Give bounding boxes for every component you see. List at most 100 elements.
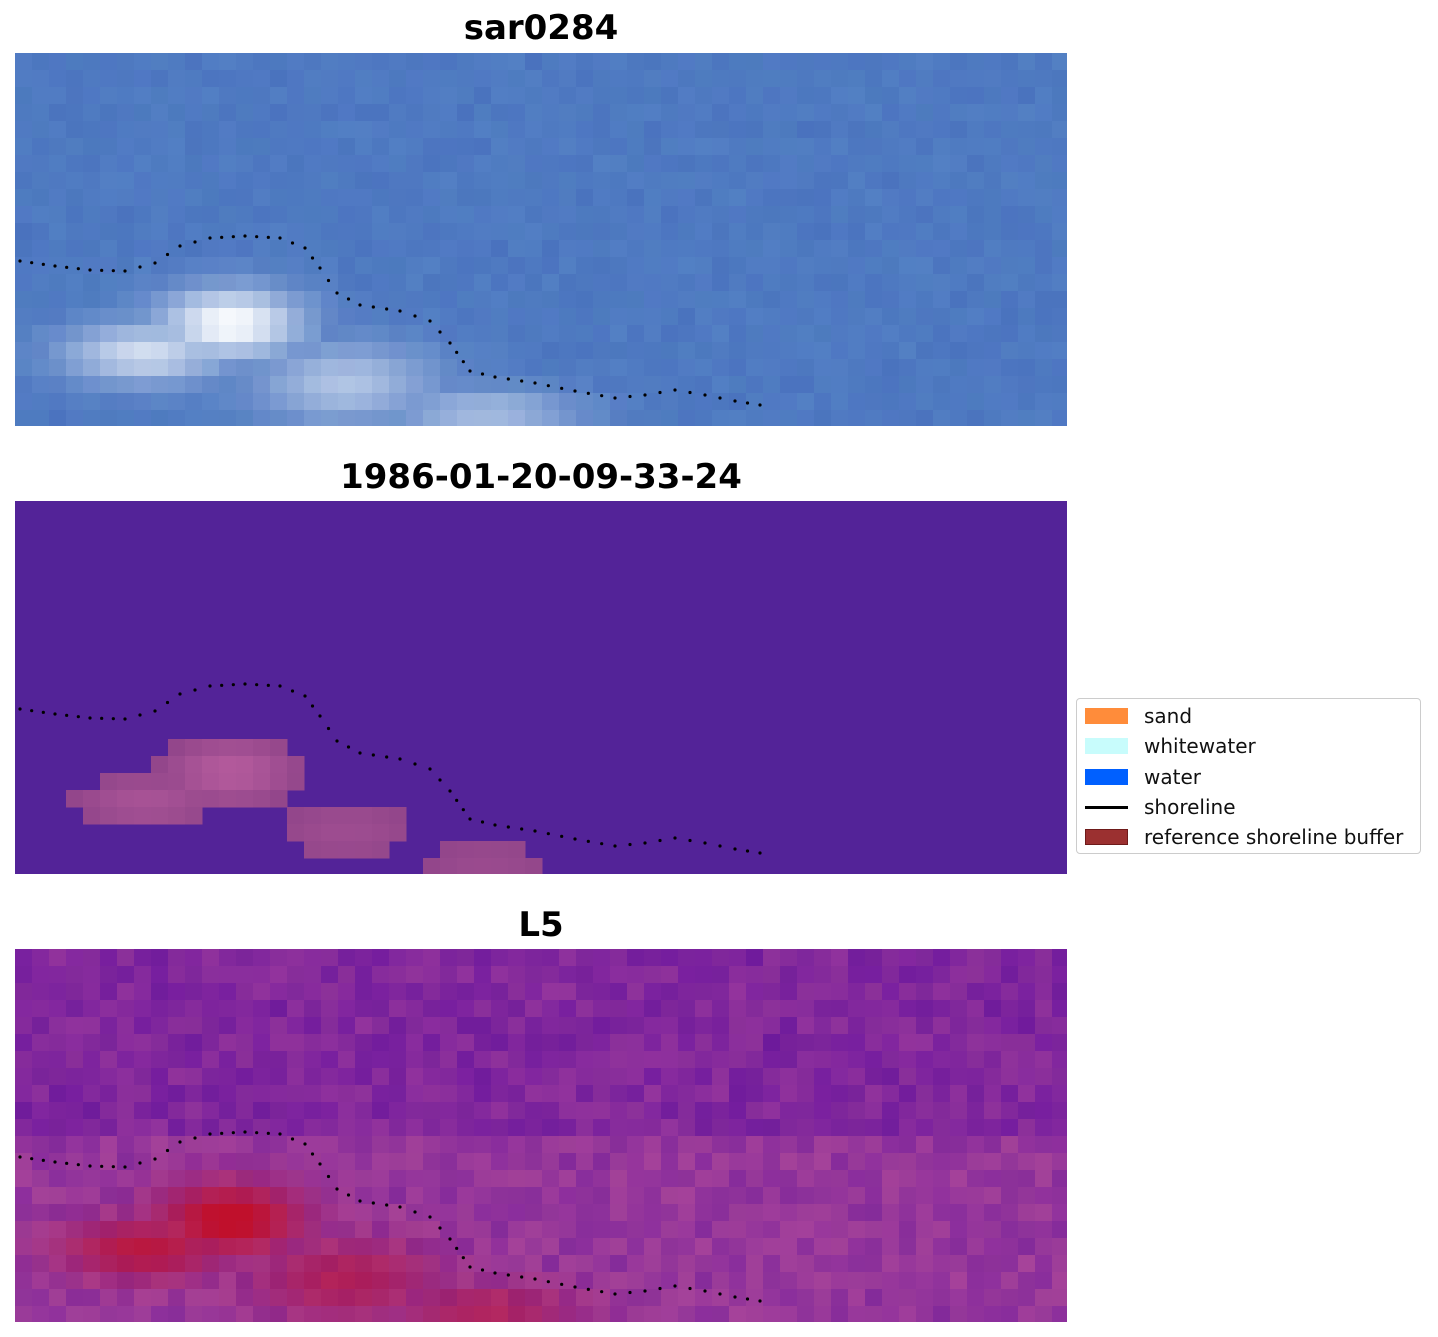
rgb-pixel	[576, 410, 594, 426]
rgb-pixel	[66, 274, 84, 292]
index-pixel	[389, 1051, 407, 1069]
shoreline-point	[468, 369, 472, 373]
shoreline-point	[346, 745, 351, 749]
rgb-pixel	[1001, 359, 1019, 377]
rgb-pixel	[474, 172, 492, 190]
index-pixel	[593, 1068, 611, 1086]
rgb-pixel	[474, 138, 492, 156]
index-pixel	[15, 1068, 33, 1086]
shoreline-point	[335, 739, 339, 743]
index-pixel	[117, 1017, 135, 1035]
rgb-pixel	[678, 359, 696, 377]
index-pixel	[253, 1017, 271, 1035]
rgb-pixel	[1052, 172, 1067, 190]
index-pixel	[763, 1170, 781, 1188]
shoreline-point	[165, 252, 170, 257]
rgb-pixel	[236, 138, 254, 156]
index-pixel	[440, 1034, 458, 1052]
rgb-pixel	[933, 257, 951, 275]
index-pixel	[933, 1170, 951, 1188]
index-pixel	[253, 1204, 271, 1222]
index-pixel	[576, 1102, 594, 1120]
legend-label-shoreline: shoreline	[1144, 795, 1236, 819]
rgb-pixel	[899, 70, 917, 88]
index-pixel	[814, 1170, 832, 1188]
index-pixel	[236, 1204, 254, 1222]
rgb-pixel	[644, 274, 662, 292]
index-pixel	[1052, 966, 1067, 984]
rgb-pixel	[389, 53, 407, 71]
rgb-pixel	[559, 104, 577, 122]
index-pixel	[882, 949, 900, 967]
rgb-pixel	[406, 172, 424, 190]
rgb-pixel	[508, 172, 526, 190]
rgb-pixel	[321, 70, 339, 88]
rgb-pixel	[661, 189, 679, 207]
rgb-pixel	[219, 240, 237, 258]
index-pixel	[814, 1221, 832, 1239]
index-pixel	[865, 1051, 883, 1069]
index-pixel	[457, 1221, 475, 1239]
index-pixel	[185, 1221, 203, 1239]
index-pixel	[253, 983, 271, 1001]
rgb-pixel	[338, 138, 356, 156]
rgb-pixel	[1052, 53, 1067, 71]
index-pixel	[1052, 1204, 1067, 1222]
index-pixel	[882, 1289, 900, 1307]
index-pixel	[661, 1255, 679, 1273]
index-pixel	[304, 1017, 322, 1035]
rgb-pixel	[372, 223, 390, 241]
rgb-pixel	[321, 223, 339, 241]
rgb-pixel	[814, 393, 832, 411]
index-pixel	[746, 983, 764, 1001]
shoreline-point	[41, 262, 45, 266]
index-pixel	[168, 1187, 186, 1205]
index-pixel	[865, 1119, 883, 1137]
index-pixel	[32, 1306, 50, 1322]
rgb-pixel	[899, 410, 917, 426]
rgb-pixel	[644, 359, 662, 377]
rgb-pixel	[610, 376, 628, 394]
index-pixel	[117, 1119, 135, 1137]
rgb-pixel	[253, 155, 271, 173]
index-pixel	[355, 1153, 373, 1171]
index-pixel	[865, 1255, 883, 1273]
index-pixel	[831, 1153, 849, 1171]
index-pixel	[950, 1051, 968, 1069]
rgb-pixel	[627, 342, 645, 360]
rgb-pixel	[746, 87, 764, 105]
index-pixel	[287, 949, 305, 967]
rgb-pixel	[610, 240, 628, 258]
rgb-pixel	[83, 189, 101, 207]
rgb-pixel	[321, 189, 339, 207]
rgb-pixel	[219, 359, 237, 377]
rgb-pixel	[253, 257, 271, 275]
index-pixel	[253, 1238, 271, 1256]
rgb-pixel	[100, 138, 118, 156]
rgb-pixel	[355, 376, 373, 394]
index-pixel	[695, 949, 713, 967]
index-pixel	[763, 1000, 781, 1018]
rgb-pixel	[117, 240, 135, 258]
index-pixel	[389, 1034, 407, 1052]
rgb-pixel	[1018, 155, 1036, 173]
index-pixel	[338, 983, 356, 1001]
rgb-pixel	[610, 189, 628, 207]
rgb-pixel	[372, 325, 390, 343]
index-pixel	[644, 1153, 662, 1171]
rgb-pixel	[508, 206, 526, 224]
index-pixel	[967, 983, 985, 1001]
index-pixel	[627, 1102, 645, 1120]
index-pixel	[593, 1034, 611, 1052]
index-pixel	[117, 1000, 135, 1018]
index-pixel	[916, 1102, 934, 1120]
index-pixel	[899, 1017, 917, 1035]
index-pixel	[712, 1306, 730, 1322]
index-pixel	[695, 1051, 713, 1069]
index-pixel	[134, 1221, 152, 1239]
index-pixel	[712, 1272, 730, 1290]
index-pixel	[780, 1000, 798, 1018]
index-pixel	[865, 1034, 883, 1052]
shoreline-point	[111, 269, 115, 273]
rgb-pixel	[780, 53, 798, 71]
